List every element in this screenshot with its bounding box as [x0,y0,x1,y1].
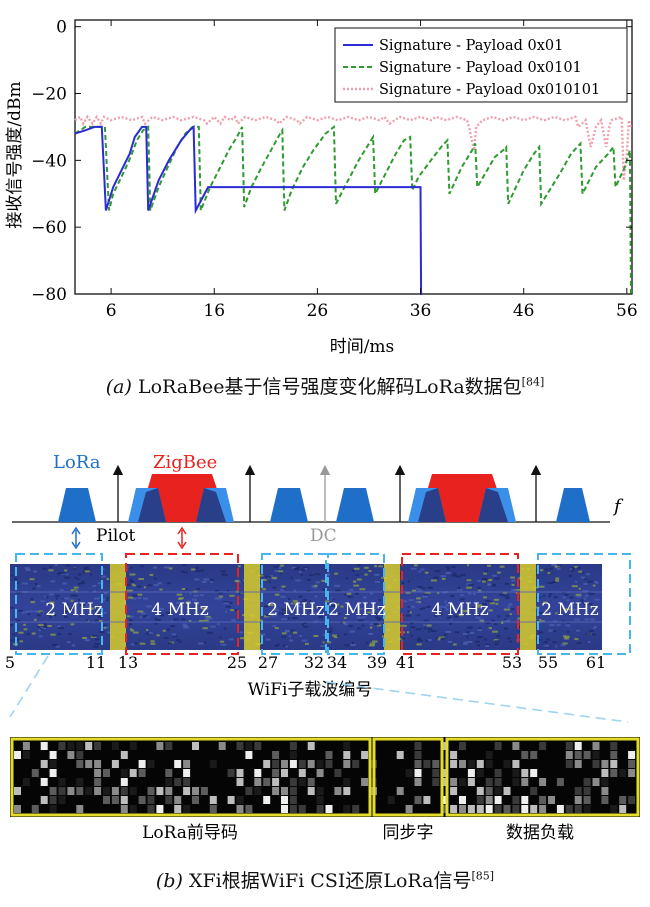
legend-label: Signature - Payload 0x01 [379,38,563,54]
subcarrier-tick: 53 [502,653,522,672]
band-label-1: 2 MHz [45,600,102,620]
series-line-3 [74,114,633,181]
band-label-4: 2 MHz [328,600,385,620]
lora-band-2 [270,488,308,522]
figure-a-label: (a) [105,376,132,398]
subcarrier-tick: 27 [258,653,278,672]
preamble-label: LoRa前导码 [142,823,238,843]
legend-box [334,27,628,103]
frequency-label: f [612,496,624,517]
band-box-5 [401,553,519,655]
lora-band-3 [336,488,374,522]
subcarrier-tick: 55 [538,653,558,672]
csi-heatmap: 2 MHz 4 MHz 2 MHz 2 MHz 4 MHz 2 MHz [10,553,631,655]
chart-legend: Signature - Payload 0x01 Signature - Payl… [334,27,628,103]
lora-band-4 [556,488,590,522]
zigbee-label: ZigBee [153,452,217,473]
zoom-line-right [325,681,629,723]
lora-bandwidth-arrow [71,526,81,550]
subcarrier-tick: 34 [327,653,347,672]
series-line-1 [74,124,423,295]
rssi-line-chart: 6 16 26 36 46 56 0 −20 −40 −60 −80 接收信号强度/dBm 时间/m… [5,18,638,357]
overlap-1a [138,488,166,522]
figure-b-caption-text: XFi根据WiFi CSI还原LoRa信号 [188,870,472,892]
subcarrier-tick: 41 [396,653,416,672]
syncword-label: 同步字 [383,823,434,843]
subcarrier-tick: 25 [227,653,247,672]
overlap-2b [478,488,508,522]
zoomed-csi-strip [10,737,640,817]
pilot-column-4 [520,564,536,650]
figure-b-label: (b) [155,870,183,892]
legend-label: Signature - Payload 0x0101 [379,60,582,76]
pilot-column-3 [384,564,400,650]
pilot-label: Pilot [96,526,136,546]
lora-label: LoRa [53,452,101,473]
preamble-box [10,737,372,817]
subcarrier-tick: 39 [367,653,387,672]
figure-b-caption: (b) XFi根据WiFi CSI还原LoRa信号[85] [0,866,650,893]
pilot-column-1 [110,564,126,650]
syncword-box [372,737,444,817]
pilot-column-2 [244,564,260,650]
spectrum-diagram: LoRa ZigBee f [12,452,624,550]
band-label-5: 4 MHz [431,600,488,620]
plot-area-frame [74,19,633,295]
band-box-2 [125,553,239,655]
series-line-2 [74,124,632,295]
band-label-3: 2 MHz [267,600,324,620]
x-tick-label: 46 [513,301,535,321]
figure-a-caption: (a) LoRaBee基于信号强度变化解码LoRa数据包[84] [0,372,650,399]
x-axis-title: 时间/ms [330,337,395,357]
x-tick-label: 26 [307,301,329,321]
lora-band-1 [58,488,96,522]
figure-b-ref: [85] [471,869,495,883]
band-label-2: 4 MHz [151,600,208,620]
figure-a-caption-text: LoRaBee基于信号强度变化解码LoRa数据包 [137,376,522,398]
x-tick-label: 56 [616,301,638,321]
overlap-1b [196,488,226,522]
x-tick-label: 6 [106,301,117,321]
legend-label: Signature - Payload 0x010101 [379,82,600,98]
subcarrier-ticks: 5 11 13 25 27 32 34 39 41 53 55 61 [5,653,606,672]
x-tick-label: 36 [410,301,432,321]
y-axis-title: 接收信号强度/dBm [5,81,25,228]
overlap-2a [418,488,446,522]
zoom-line-left [9,655,49,718]
y-tick-label: −20 [31,85,67,105]
figure-a-ref: [84] [521,375,545,389]
dc-label: DC [310,526,337,546]
y-tick-label: 0 [56,18,67,38]
band-box-6 [537,553,631,655]
y-tick-label: −60 [31,218,67,238]
zigbee-bandwidth-arrow [177,526,187,550]
y-tick-label: −80 [31,285,67,305]
subcarrier-tick: 61 [586,653,606,672]
payload-label: 数据负载 [506,823,574,843]
y-tick-label: −40 [31,151,67,171]
band-label-6: 2 MHz [541,600,598,620]
band-box-4 [327,553,385,655]
subcarrier-tick: 32 [304,653,324,672]
band-box-1 [15,553,103,655]
xfi-figure: LoRa ZigBee f [5,452,640,843]
subcarrier-tick: 5 [5,653,15,672]
payload-box [445,737,640,817]
subcarrier-tick: 11 [86,653,106,672]
band-box-3 [261,553,327,655]
subcarrier-axis-title: WiFi子载波编号 [248,680,373,700]
x-tick-label: 16 [203,301,225,321]
subcarrier-tick: 13 [118,653,138,672]
